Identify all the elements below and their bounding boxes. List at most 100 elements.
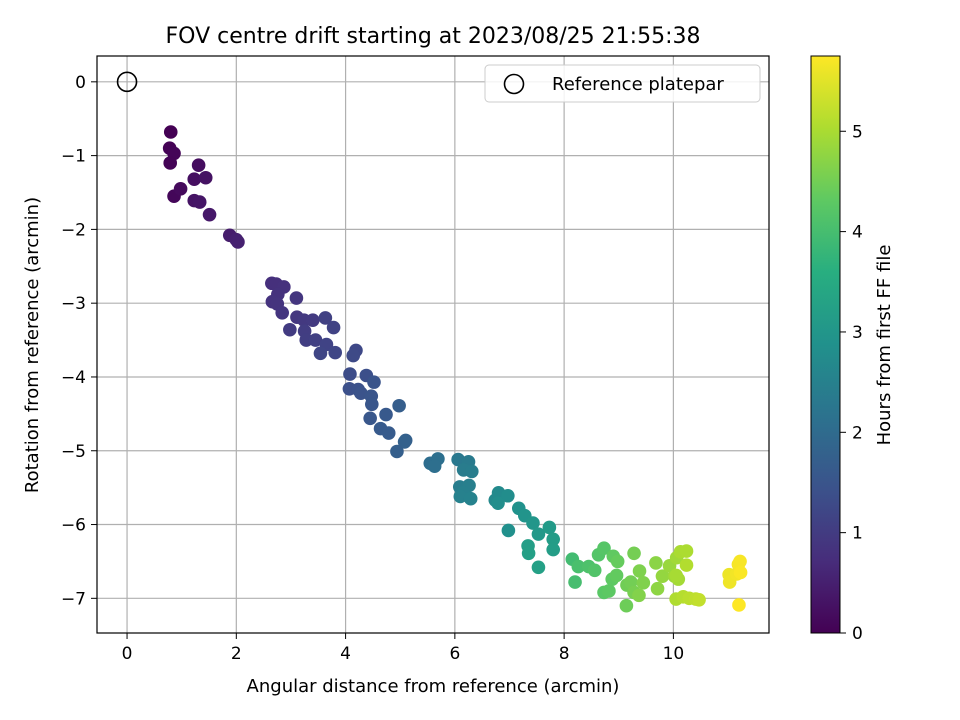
data-point [191,158,206,173]
data-point [650,581,665,596]
colorbar-tick-label: 4 [852,223,863,243]
y-tick-label: 0 [75,73,86,93]
data-point [649,556,663,570]
data-point [343,367,357,381]
y-tick-label: −6 [61,516,86,536]
data-point [692,592,706,607]
colorbar-tick-label: 2 [852,423,863,443]
grid [97,56,769,633]
y-tick-label: −5 [61,442,86,462]
data-point [526,516,540,530]
data-point [491,496,505,510]
data-point [632,564,647,578]
x-tick-label: 2 [231,644,242,664]
legend-entry-reference: Reference platepar [552,74,724,95]
data-point [306,313,320,327]
data-point [163,125,178,139]
legend-box [484,64,761,103]
data-point [546,542,560,557]
data-point [669,568,683,583]
data-point [365,397,379,412]
colorbar-label: Hours from first FF file [874,245,895,446]
x-axis-label: Angular distance from reference (arcmin) [247,676,620,697]
data-point [679,544,694,558]
data-point [602,584,616,598]
data-point [609,568,624,583]
colorbar-gradient [810,55,841,634]
reference-platepar-marker [116,71,138,93]
data-point [501,488,515,503]
data-point [679,558,694,572]
data-point [632,588,646,603]
data-point [397,435,412,449]
data-point [546,532,560,547]
data-point [192,195,207,209]
data-point [231,235,245,249]
data-point [568,575,582,589]
y-tick-label: −4 [61,368,86,388]
data-point [363,411,377,426]
data-point [392,398,406,413]
data-point [587,563,602,578]
data-point [732,598,746,612]
data-point [283,322,297,337]
data-point [308,333,323,347]
data-point [354,386,368,400]
data-point [313,346,328,361]
colorbar-tick-label: 3 [852,323,863,343]
data-point [381,426,396,440]
data-point [733,554,747,569]
data-point [627,546,641,561]
data-point [390,444,404,459]
chart-title: FOV centre drift starting at 2023/08/25 … [166,24,701,49]
y-tick-label: −7 [61,589,86,609]
legend: Reference platepar [484,64,761,103]
data-point [501,523,516,538]
y-axis-label: Rotation from reference (arcmin) [22,197,43,493]
data-point [531,527,546,541]
data-point [610,554,625,569]
data-point [318,311,333,325]
data-point [202,207,217,222]
data-point [619,598,634,613]
data-point [655,569,670,583]
x-tick-label: 10 [663,644,685,664]
data-point [542,520,557,535]
data-point [367,375,381,389]
data-point [427,459,442,474]
data-points [162,125,748,613]
legend-marker-icon [503,73,525,95]
data-point [275,305,290,320]
y-tick-label: −3 [61,294,86,314]
data-point [453,489,468,504]
x-tick-label: 4 [340,644,351,664]
data-point [326,320,341,335]
data-point [733,565,748,580]
data-point [346,348,361,363]
data-point [571,559,586,574]
data-point [187,172,202,187]
x-tick-label: 8 [559,644,570,664]
y-tick-label: −1 [61,147,86,167]
colorbar-tick-label: 5 [852,122,863,142]
data-point [451,452,465,467]
x-tick-label: 6 [449,644,460,664]
colorbar-ticks: 0 1 2 3 4 5 [840,122,863,644]
data-point [464,464,479,479]
reference-marker-group [116,71,138,93]
data-point [597,541,611,555]
data-point [379,407,393,422]
colorbar-tick-label: 1 [852,524,863,544]
data-point [463,491,478,506]
y-tick-label: −2 [61,220,86,240]
y-axis-ticks: 0 −1 −2 −3 −4 −5 −6 −7 [61,73,97,609]
plot-frame [96,55,770,634]
colorbar-tick-label: 0 [852,624,863,644]
data-point [163,156,178,170]
data-point [173,182,188,196]
data-point [289,291,304,305]
data-point [636,576,651,590]
colorbar: 0 1 2 3 4 5 Hours from first FF file [810,55,895,644]
data-point [521,546,536,561]
